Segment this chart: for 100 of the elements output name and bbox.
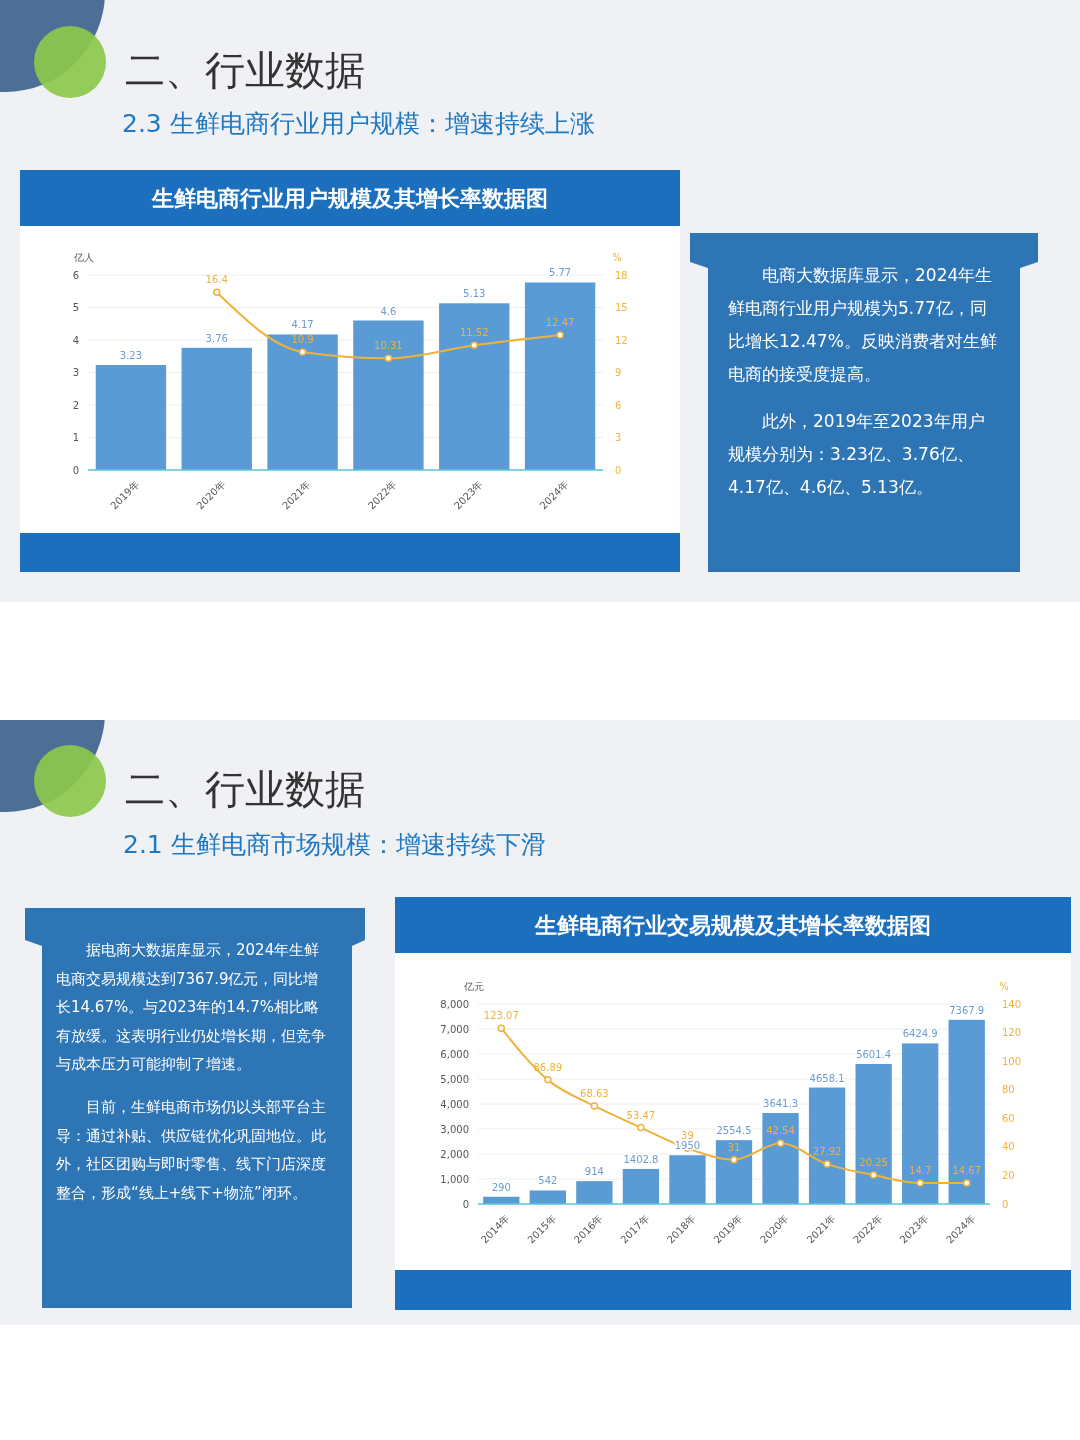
data-label: 7367.9: [949, 1004, 985, 1016]
y-tick-label: 3: [72, 367, 79, 378]
bar: [524, 282, 596, 470]
data-label: 31: [727, 1141, 741, 1153]
bar: [808, 1087, 846, 1204]
point: [730, 1155, 738, 1164]
y-tick-label: 1: [72, 432, 79, 443]
point: [213, 288, 221, 297]
point: [823, 1160, 831, 1168]
data-label: 5.77: [548, 267, 572, 279]
point: [962, 1179, 971, 1187]
bar: [439, 303, 510, 470]
point: [556, 331, 564, 339]
y2-tick-label: 100: [1002, 1055, 1022, 1067]
bar: [948, 1019, 985, 1204]
data-label: 53.47: [626, 1109, 656, 1121]
point: [298, 348, 307, 356]
point: [384, 354, 393, 363]
y-tick-label: 5: [72, 302, 79, 313]
y2-tick-label: 140: [1002, 998, 1022, 1010]
data-label: 14.67: [952, 1165, 982, 1177]
data-label: 3.76: [205, 332, 228, 344]
data-label: 86.89: [533, 1061, 563, 1073]
y2-tick-label: 9: [615, 367, 622, 378]
point: [497, 1024, 506, 1032]
data-label: 27.92: [812, 1146, 842, 1158]
y2-axis-title: %: [999, 981, 1009, 992]
y-tick-label: 0: [462, 1198, 469, 1210]
point: [544, 1076, 552, 1084]
data-label: 14.7: [909, 1165, 932, 1176]
y2-tick-label: 3: [615, 432, 622, 443]
chart-subtitle: 2.3 生鲜电商行业用户规模：增速持续上涨: [122, 109, 595, 138]
point: [470, 341, 478, 349]
bar: [529, 1190, 566, 1204]
data-label: 914: [584, 1166, 604, 1178]
y-axis-title: 亿人: [73, 252, 94, 263]
text: 此外，2019年至2023年用户规模分别为：3.23亿、3.76亿、4.17亿、4.6亿、5.13亿。: [728, 411, 985, 497]
data-label: 10.31: [374, 340, 403, 352]
y2-tick-label: 0: [615, 464, 622, 476]
y-tick-label: 2: [72, 399, 79, 411]
y-tick-label: 7,000: [440, 1023, 469, 1035]
data-label: 6424.9: [902, 1028, 938, 1040]
text: 电商大数据库显示，2024年生鲜电商行业用户规模为5.77亿，同比增长12.47%。反映消费者对生鲜电商的接受度提高。: [728, 265, 997, 384]
data-label: 4658.1: [809, 1072, 845, 1084]
y-tick-label: 1,000: [440, 1173, 469, 1185]
data-label: 4.17: [291, 319, 314, 331]
bar: [181, 347, 252, 470]
y2-tick-label: 18: [615, 269, 628, 281]
y2-tick-label: 6: [615, 399, 622, 411]
point: [776, 1139, 785, 1147]
bar: [353, 320, 424, 470]
point: [590, 1102, 599, 1110]
data-label: 11.52: [459, 327, 489, 339]
text: 目前，生鲜电商市场仍以头部平台主导：通过补贴、供应链优化巩固地位。此外，社区团购与即时零售、线下门店深度整合，形成“线上+线下+物流”闭环。: [56, 1098, 326, 1202]
y-tick-label: 5,000: [440, 1073, 469, 1085]
bar: [902, 1043, 939, 1204]
data-label: 39: [681, 1130, 694, 1142]
y-tick-label: 3,000: [440, 1123, 469, 1135]
y-tick-label: 6: [72, 269, 79, 281]
bar: [95, 365, 167, 470]
data-label: 42.54: [766, 1125, 795, 1137]
y-tick-label: 8,000: [440, 998, 469, 1010]
bar: [576, 1181, 613, 1204]
y2-tick-label: 0: [1002, 1198, 1009, 1210]
y2-tick-label: 40: [1002, 1141, 1015, 1153]
data-label: 123.07: [483, 1010, 519, 1022]
bar: [622, 1168, 660, 1204]
y-tick-label: 4,000: [440, 1098, 469, 1110]
y2-tick-label: 15: [615, 302, 628, 313]
data-label: 2554.5: [716, 1125, 752, 1137]
text: 二、行业数据: [125, 766, 365, 812]
data-label: 290: [491, 1181, 511, 1193]
data-label: 3.23: [119, 350, 143, 362]
y-axis-title: 亿元: [463, 981, 484, 992]
y-tick-label: 6,000: [440, 1048, 469, 1060]
data-label: 10.9: [291, 333, 314, 345]
data-label: 5601.4: [856, 1048, 892, 1060]
data-label: 4.6: [380, 305, 397, 317]
bar: [669, 1155, 706, 1204]
data-label: 12.47: [545, 316, 575, 328]
bar: [715, 1140, 753, 1204]
data-label: 3641.3: [763, 1097, 799, 1109]
text: 据电商大数据库显示，2024年生鲜电商交易规模达到7367.9亿元，同比增长14.67%。与2023年的14.7%相比略有放缓。这表明行业仍处增长期，但竞争与成本压力可能抑制了增速。: [56, 941, 326, 1074]
bar: [762, 1112, 799, 1204]
y2-tick-label: 20: [1002, 1169, 1015, 1181]
point: [916, 1179, 924, 1187]
chart-subtitle: 2.1 生鲜电商市场规模：增速持续下滑: [123, 830, 546, 859]
bar: [855, 1063, 892, 1204]
chart-title: 生鲜电商行业用户规模及其增长率数据图: [151, 186, 548, 211]
y-tick-label: 2,000: [440, 1148, 469, 1160]
point: [869, 1171, 878, 1179]
y-tick-label: 0: [72, 464, 79, 476]
y2-tick-label: 120: [1002, 1027, 1022, 1039]
y2-tick-label: 80: [1002, 1084, 1015, 1096]
point: [637, 1123, 645, 1132]
data-label: 20.25: [859, 1157, 888, 1169]
text: 二、行业数据: [125, 47, 365, 93]
data-label: 5.13: [463, 288, 486, 300]
y2-tick-label: 12: [615, 334, 628, 346]
data-label: 16.4: [205, 274, 228, 286]
